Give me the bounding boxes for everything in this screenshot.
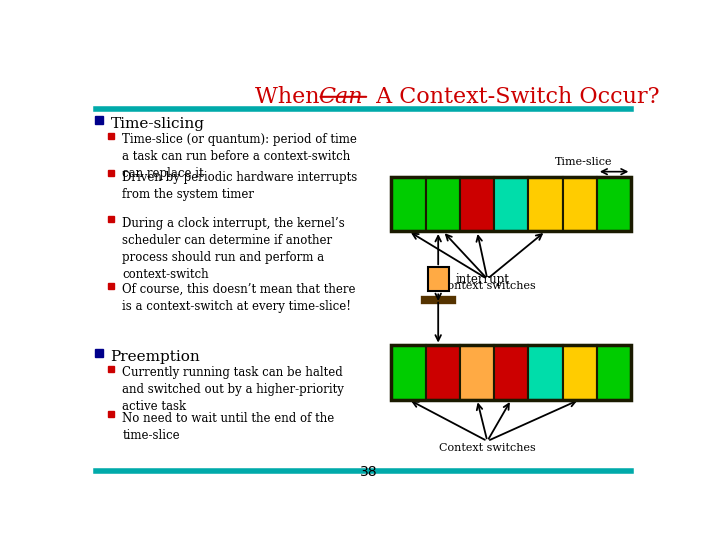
Text: A Context-Switch Occur?: A Context-Switch Occur? xyxy=(369,85,660,107)
Bar xyxy=(426,177,460,231)
Bar xyxy=(494,346,528,400)
Text: Time-slice: Time-slice xyxy=(555,157,613,167)
Bar xyxy=(597,346,631,400)
Bar xyxy=(460,177,494,231)
Bar xyxy=(528,177,563,231)
Bar xyxy=(597,177,631,231)
Text: interrupt: interrupt xyxy=(456,273,509,286)
Bar xyxy=(392,177,426,231)
Text: Currently running task can be halted
and switched out by a higher-priority
activ: Currently running task can be halted and… xyxy=(122,366,344,413)
Text: Time-slicing: Time-slicing xyxy=(111,117,204,131)
Text: Context switches: Context switches xyxy=(439,281,536,291)
Text: Time-slice (or quantum): period of time
a task can run before a context-switch
c: Time-slice (or quantum): period of time … xyxy=(122,133,357,180)
Bar xyxy=(392,346,631,400)
Text: During a clock interrupt, the kernel’s
scheduler can determine if another
proces: During a clock interrupt, the kernel’s s… xyxy=(122,217,345,281)
Bar xyxy=(460,346,494,400)
Bar xyxy=(528,346,563,400)
Bar xyxy=(392,346,426,400)
Bar xyxy=(563,177,597,231)
Text: Of course, this doesn’t mean that there
is a context-switch at every time-slice!: Of course, this doesn’t mean that there … xyxy=(122,283,356,313)
Text: 38: 38 xyxy=(360,464,378,478)
Bar xyxy=(392,177,631,231)
Text: Preemption: Preemption xyxy=(111,349,200,363)
Text: Context switches: Context switches xyxy=(439,443,536,453)
Bar xyxy=(426,346,460,400)
Text: Driven by periodic hardware interrupts
from the system timer: Driven by periodic hardware interrupts f… xyxy=(122,171,358,201)
Bar xyxy=(428,267,449,292)
Bar xyxy=(494,177,528,231)
Text: When: When xyxy=(255,85,326,107)
Text: No need to wait until the end of the
time-slice: No need to wait until the end of the tim… xyxy=(122,412,335,442)
Bar xyxy=(563,346,597,400)
Text: Can: Can xyxy=(318,85,362,107)
